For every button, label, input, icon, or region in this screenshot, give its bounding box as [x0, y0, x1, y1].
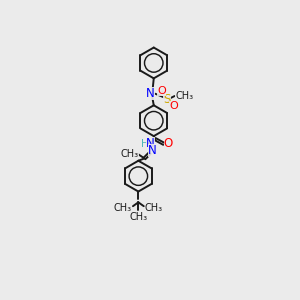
Text: O: O [164, 137, 173, 150]
Text: CH₃: CH₃ [121, 149, 139, 159]
Text: CH₃: CH₃ [129, 212, 147, 222]
Text: CH₃: CH₃ [176, 91, 194, 101]
Text: CH₃: CH₃ [114, 203, 132, 214]
Text: CH₃: CH₃ [145, 203, 163, 214]
Text: H: H [141, 139, 148, 149]
Text: N: N [146, 137, 155, 150]
Text: O: O [169, 101, 178, 111]
Text: O: O [157, 86, 166, 96]
Text: S: S [163, 93, 170, 106]
Text: N: N [146, 87, 155, 100]
Text: N: N [148, 144, 157, 157]
